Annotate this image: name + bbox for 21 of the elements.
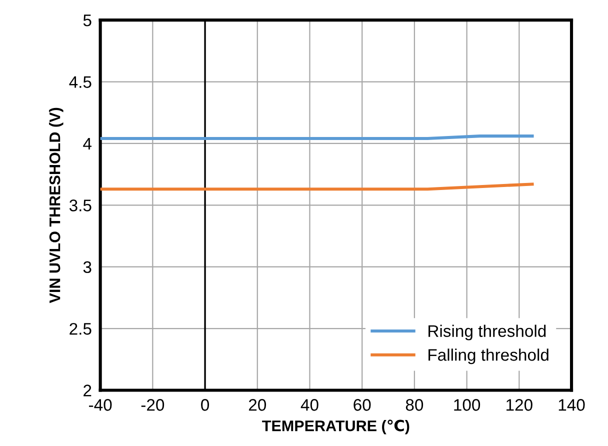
x-tick-label: -40 xyxy=(89,399,112,411)
x-axis-title: TEMPERATURE (℃) xyxy=(262,420,410,434)
x-tick-label: 20 xyxy=(248,399,266,411)
y-tick-label: 5 xyxy=(83,14,92,26)
y-tick-label: 2.5 xyxy=(70,322,92,335)
x-tick-label: 80 xyxy=(406,399,424,411)
x-tick-label: 40 xyxy=(300,399,318,411)
x-tick-label: 0 xyxy=(201,399,210,411)
x-tick-label: 140 xyxy=(558,399,585,411)
x-tick-label: 60 xyxy=(354,399,371,411)
legend-label: Rising threshold xyxy=(428,324,546,340)
legend-label: Falling threshold xyxy=(428,348,548,364)
y-tick-label: 3 xyxy=(83,261,92,274)
x-tick-label: 100 xyxy=(454,399,480,411)
x-tick-label: 120 xyxy=(506,399,532,411)
y-tick-label: 4 xyxy=(83,138,92,150)
y-tick-label: 2 xyxy=(84,384,92,396)
y-tick-label: 3.5 xyxy=(69,200,92,212)
y-axis-title: VIN UVLO THRESHOLD (V) xyxy=(49,108,64,304)
x-tick-label: -20 xyxy=(141,399,164,411)
y-tick-label: 4.5 xyxy=(69,76,92,88)
